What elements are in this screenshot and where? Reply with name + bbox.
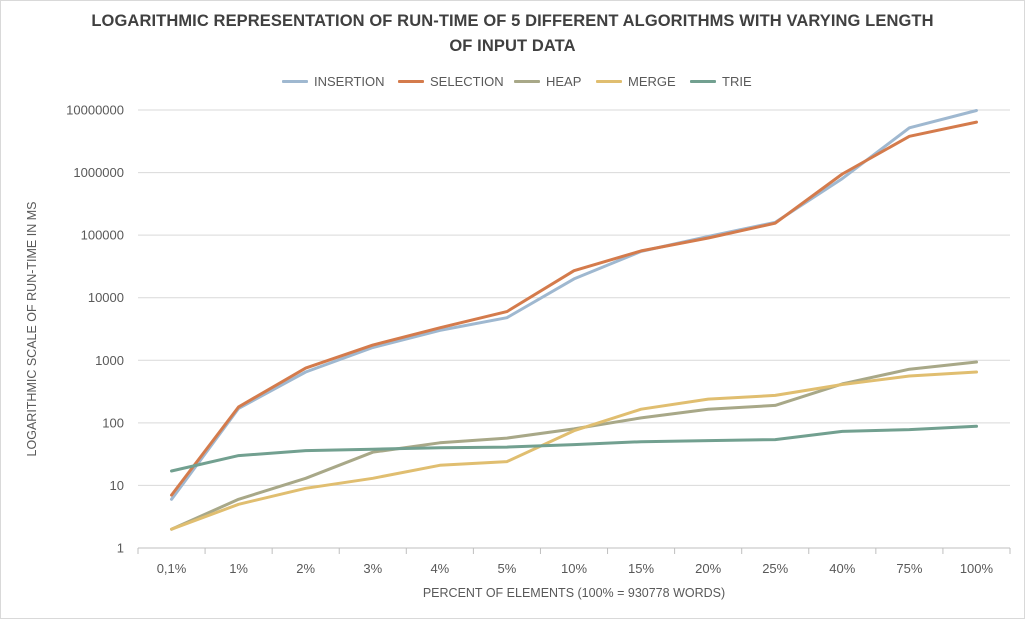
legend-item-merge: MERGE: [596, 72, 676, 90]
x-tick-label: 100%: [960, 561, 994, 576]
chart-title-line1: LOGARITHMIC REPRESENTATION OF RUN-TIME O…: [91, 12, 934, 30]
legend-label: MERGE: [628, 73, 676, 89]
x-tick-label: 25%: [762, 561, 788, 576]
legend-item-insertion: INSERTION: [282, 72, 385, 90]
y-tick-label: 10: [110, 478, 124, 493]
legend-swatch: [514, 79, 540, 83]
y-tick-label: 1: [117, 541, 124, 556]
x-tick-label: 1%: [229, 561, 248, 576]
x-tick-label: 5%: [498, 561, 517, 576]
series-line-selection: [170, 120, 978, 497]
y-tick-label: 10000000: [66, 103, 124, 118]
x-tick-label: 40%: [829, 561, 855, 576]
y-tick-label: 10000: [88, 290, 124, 305]
y-tick-label: 100000: [81, 228, 124, 243]
chart-title-line2: OF INPUT DATA: [449, 37, 576, 55]
y-axis-title: LOGARITHMIC SCALE OF RUN-TIME IN MS: [25, 202, 39, 457]
x-tick-label: 75%: [896, 561, 922, 576]
legend-swatch: [282, 79, 308, 83]
legend-swatch: [398, 79, 424, 83]
x-tick-label: 15%: [628, 561, 654, 576]
y-tick-label: 1000: [95, 353, 124, 368]
series-line-merge: [170, 370, 978, 531]
x-tick-label: 10%: [561, 561, 587, 576]
legend-item-trie: TRIE: [690, 72, 752, 90]
y-tick-label: 1000000: [73, 165, 124, 180]
legend-label: INSERTION: [314, 73, 385, 89]
legend: INSERTION SELECTION HEAP MERGE TRIE: [0, 72, 1025, 90]
legend-label: HEAP: [546, 73, 582, 89]
x-tick-label: 3%: [363, 561, 382, 576]
legend-label: SELECTION: [430, 73, 504, 89]
x-tick-label: 2%: [296, 561, 315, 576]
legend-swatch: [596, 79, 622, 83]
legend-item-heap: HEAP: [514, 72, 581, 90]
y-tick-label: 100: [102, 415, 124, 430]
series-line-insertion: [170, 109, 978, 501]
legend-swatch: [690, 79, 716, 83]
x-tick-label: 20%: [695, 561, 721, 576]
series-line-trie: [170, 424, 978, 473]
x-tick-label: 4%: [430, 561, 449, 576]
x-tick-label: 0,1%: [157, 561, 187, 576]
legend-label: TRIE: [722, 73, 752, 89]
legend-item-selection: SELECTION: [398, 72, 504, 90]
x-axis-title: PERCENT OF ELEMENTS (100% = 930778 WORDS…: [423, 586, 725, 600]
